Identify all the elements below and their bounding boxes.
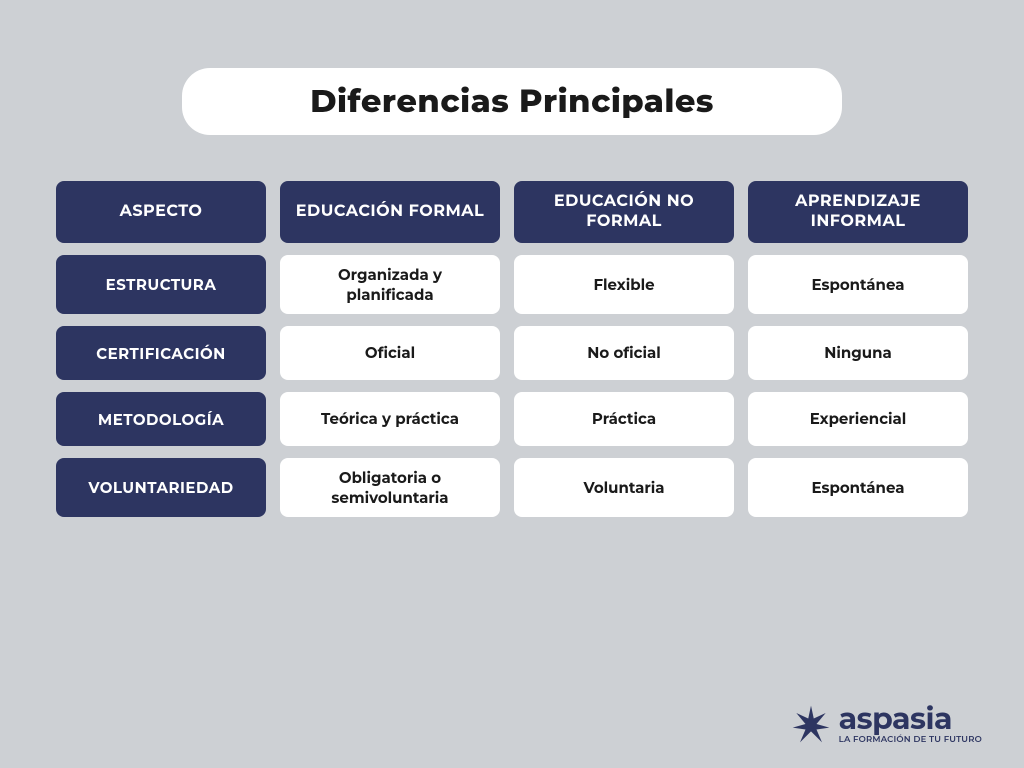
logo-tagline: LA FORMACIÓN DE TU FUTURO (839, 736, 982, 745)
table-cell: Espontánea (748, 255, 968, 314)
logo-name: aspasia (839, 704, 982, 734)
row-label-certificacion: CERTIFICACIÓN (56, 326, 266, 380)
title-bar: Diferencias Principales (182, 68, 842, 135)
table-cell: Flexible (514, 255, 734, 314)
table-cell: Oficial (280, 326, 500, 380)
table-cell: Experiencial (748, 392, 968, 446)
table-cell: Ninguna (748, 326, 968, 380)
page-title: Diferencias Principales (222, 82, 802, 121)
brand-logo: aspasia LA FORMACIÓN DE TU FUTURO (789, 702, 982, 746)
table-cell: Espontánea (748, 458, 968, 517)
col-header-formal: EDUCACIÓN FORMAL (280, 181, 500, 243)
table-cell: Voluntaria (514, 458, 734, 517)
table-cell: Organizada y planificada (280, 255, 500, 314)
row-label-metodologia: METODOLOGÍA (56, 392, 266, 446)
table-cell: Obligatoria o semivoluntaria (280, 458, 500, 517)
table-cell: Práctica (514, 392, 734, 446)
table-cell: No oficial (514, 326, 734, 380)
star-icon (789, 702, 833, 746)
row-label-estructura: ESTRUCTURA (56, 255, 266, 314)
col-header-aspecto: ASPECTO (56, 181, 266, 243)
col-header-informal: APRENDIZAJE INFORMAL (748, 181, 968, 243)
comparison-table: ASPECTO EDUCACIÓN FORMAL EDUCACIÓN NO FO… (56, 181, 968, 517)
row-label-voluntariedad: VOLUNTARIEDAD (56, 458, 266, 517)
col-header-noformal: EDUCACIÓN NO FORMAL (514, 181, 734, 243)
table-cell: Teórica y práctica (280, 392, 500, 446)
logo-text: aspasia LA FORMACIÓN DE TU FUTURO (839, 704, 982, 745)
